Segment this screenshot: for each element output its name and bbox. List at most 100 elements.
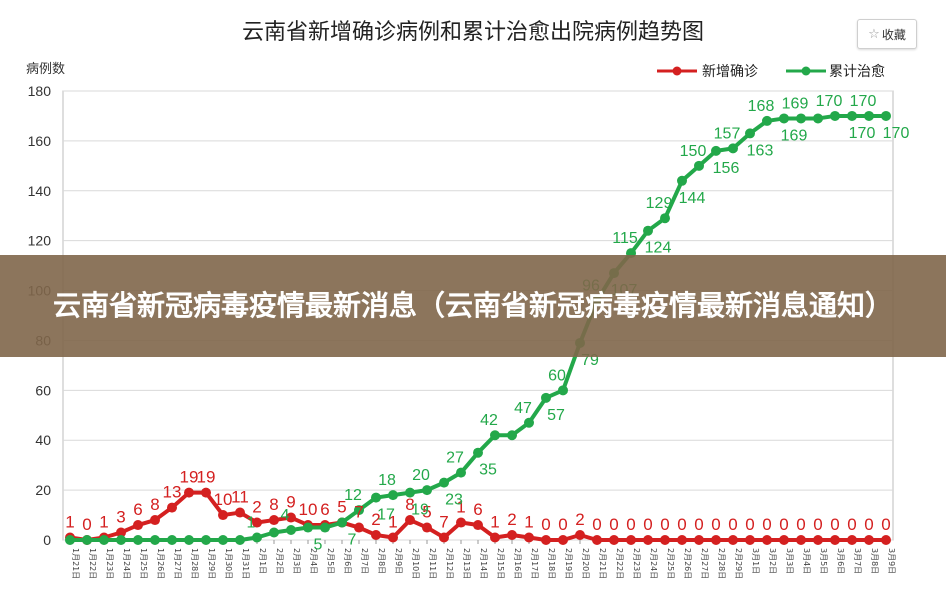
data-label-new-cases: 19 [180, 468, 199, 487]
y-tick-label: 160 [28, 133, 52, 149]
legend-label: 累计治愈 [829, 64, 885, 80]
x-tick-label: 2月11日 [428, 548, 437, 579]
point-new-cases [609, 535, 619, 545]
data-label-cured: 60 [548, 367, 566, 384]
banner-text: 云南省新冠病毒疫情最新消息（云南省新冠病毒疫情最新消息通知） [52, 289, 893, 322]
x-tick-label: 3月5日 [819, 548, 828, 574]
data-label-new-cases: 5 [337, 498, 346, 517]
point-cured [779, 113, 789, 124]
point-cured [133, 535, 143, 545]
point-cured [796, 113, 806, 124]
collect-button[interactable]: ☆ 收藏 [857, 19, 917, 49]
x-tick-label: 2月17日 [530, 548, 539, 579]
point-new-cases [762, 535, 772, 545]
point-new-cases [167, 502, 177, 513]
point-cured [150, 535, 160, 545]
data-label-new-cases: 6 [473, 500, 482, 519]
title-banner: 云南省新冠病毒疫情最新消息（云南省新冠病毒疫情最新消息通知） [0, 255, 946, 357]
data-label-cured: 19 [411, 502, 429, 519]
y-tick-label: 20 [35, 482, 51, 498]
point-new-cases [677, 535, 687, 545]
point-new-cases [881, 535, 891, 545]
x-tick-label: 2月12日 [445, 548, 454, 579]
data-label-new-cases: 10 [299, 500, 318, 519]
point-new-cases [201, 487, 211, 498]
x-tick-label: 2月22日 [615, 548, 624, 579]
point-cured [303, 522, 313, 533]
data-label-new-cases: 8 [150, 495, 159, 514]
point-cured [762, 115, 772, 126]
legend-marker [801, 66, 811, 76]
point-new-cases [779, 535, 789, 545]
data-label-new-cases: 0 [82, 515, 91, 534]
data-label-new-cases: 2 [575, 510, 584, 529]
point-cured [252, 532, 262, 543]
data-label-new-cases: 0 [864, 515, 873, 534]
data-label-new-cases: 0 [541, 515, 550, 534]
point-cured [524, 417, 534, 428]
x-tick-label: 3月9日 [887, 548, 896, 574]
point-cured [167, 535, 177, 545]
x-tick-label: 1月26日 [156, 548, 165, 579]
y-axis-label: 病例数 [26, 62, 66, 77]
data-label-new-cases: 0 [813, 515, 822, 534]
x-tick-label: 2月5日 [326, 548, 335, 574]
x-tick-label: 2月27日 [700, 548, 709, 579]
point-cured [320, 522, 330, 533]
point-new-cases [728, 535, 738, 545]
point-cured [371, 492, 381, 503]
point-new-cases [456, 517, 466, 528]
point-new-cases [490, 532, 500, 543]
data-label-cured: 170 [849, 125, 876, 142]
data-label-new-cases: 0 [609, 515, 618, 534]
x-tick-label: 3月7日 [853, 548, 862, 574]
point-cured [269, 527, 279, 538]
data-label-new-cases: 2 [371, 510, 380, 529]
data-label-new-cases: 0 [626, 515, 635, 534]
data-label-new-cases: 0 [711, 515, 720, 534]
data-label-cured: 12 [344, 487, 362, 504]
data-label-cured: 163 [747, 142, 774, 159]
data-label-cured: 20 [412, 467, 430, 484]
data-label-new-cases: 9 [286, 493, 295, 512]
point-new-cases [405, 515, 415, 526]
point-new-cases [269, 515, 279, 526]
x-tick-label: 2月2日 [275, 548, 284, 574]
data-label-cured: 144 [679, 190, 706, 207]
data-label-new-cases: 0 [592, 515, 601, 534]
point-new-cases [133, 520, 143, 531]
point-new-cases [660, 535, 670, 545]
point-new-cases [694, 535, 704, 545]
data-label-cured: 157 [714, 125, 741, 142]
data-label-cured: 124 [645, 240, 672, 257]
point-cured [201, 535, 211, 545]
legend-label: 新增确诊 [702, 64, 758, 80]
point-cured [847, 110, 857, 121]
x-tick-label: 3月3日 [785, 548, 794, 574]
point-cured [456, 467, 466, 478]
point-new-cases [592, 535, 602, 545]
x-tick-label: 3月1日 [751, 548, 760, 574]
data-label-cured: 35 [479, 462, 497, 479]
data-label-new-cases: 7 [439, 513, 448, 532]
point-cured [745, 128, 755, 139]
x-tick-label: 1月31日 [241, 548, 250, 579]
data-label-new-cases: 1 [456, 498, 465, 517]
x-tick-label: 2月19日 [564, 548, 573, 579]
point-cured [728, 143, 738, 154]
data-label-new-cases: 1 [524, 513, 533, 532]
data-label-new-cases: 19 [197, 468, 216, 487]
point-cured [286, 525, 296, 536]
x-tick-label: 2月26日 [683, 548, 692, 579]
x-tick-label: 2月8日 [377, 548, 386, 574]
data-label-cured: 47 [514, 400, 532, 417]
data-label-new-cases: 0 [694, 515, 703, 534]
data-label-cured: 5 [314, 537, 323, 554]
point-new-cases [541, 535, 551, 545]
data-label-new-cases: 11 [231, 488, 249, 507]
x-tick-label: 3月2日 [768, 548, 777, 574]
data-label-cured: 17 [377, 507, 395, 524]
data-label-new-cases: 2 [507, 510, 516, 529]
data-label-cured: 7 [348, 532, 357, 549]
